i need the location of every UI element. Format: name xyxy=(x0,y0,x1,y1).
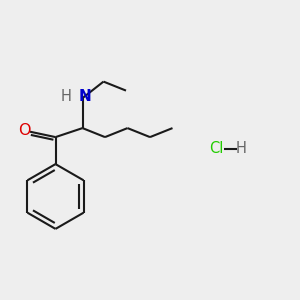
Text: H: H xyxy=(236,141,247,156)
Text: O: O xyxy=(18,123,30,138)
Text: Cl: Cl xyxy=(209,141,223,156)
Text: H: H xyxy=(61,89,71,104)
Text: N: N xyxy=(79,89,91,104)
